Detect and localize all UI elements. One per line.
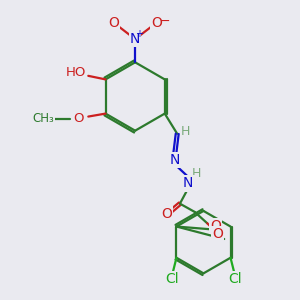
Text: N: N — [130, 32, 140, 46]
Text: HO: HO — [66, 66, 86, 80]
Text: Cl: Cl — [166, 272, 179, 286]
Text: CH₃: CH₃ — [32, 112, 54, 125]
Text: +: + — [135, 29, 143, 39]
Text: Cl: Cl — [228, 272, 242, 286]
Text: N: N — [183, 176, 194, 190]
Text: H: H — [181, 125, 190, 138]
Text: O: O — [210, 219, 221, 233]
Text: −: − — [160, 15, 170, 28]
Text: O: O — [74, 112, 84, 125]
Text: O: O — [161, 207, 172, 221]
Text: O: O — [212, 227, 223, 241]
Text: H: H — [192, 167, 201, 180]
Text: N: N — [170, 153, 180, 167]
Text: O: O — [108, 16, 119, 30]
Text: O: O — [151, 16, 162, 30]
